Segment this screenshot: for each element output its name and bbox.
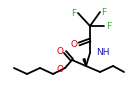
Text: F: F — [101, 8, 107, 17]
Polygon shape — [83, 59, 86, 66]
Text: F: F — [71, 9, 77, 18]
Text: O: O — [56, 65, 64, 73]
Text: O: O — [70, 40, 78, 49]
Text: NH: NH — [96, 48, 110, 57]
Text: F: F — [106, 21, 112, 30]
Text: O: O — [56, 47, 64, 56]
